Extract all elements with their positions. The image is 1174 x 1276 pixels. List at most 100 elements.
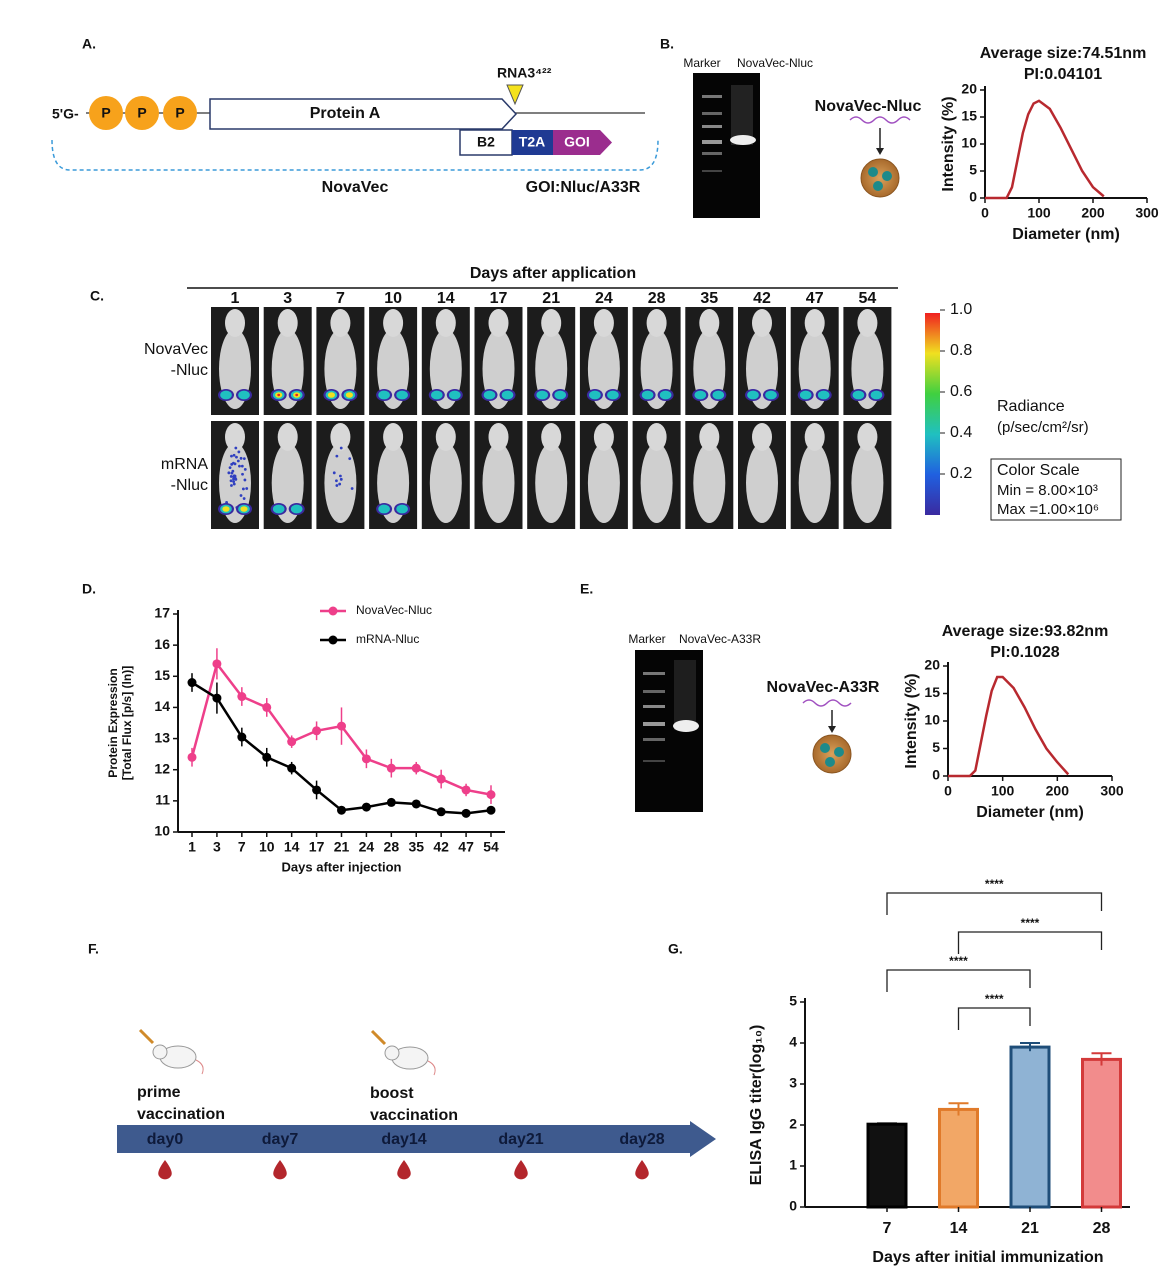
y-axis-label: Protein Expression	[106, 668, 120, 777]
gel-lane-label: Marker	[683, 56, 720, 70]
signal	[239, 494, 243, 497]
signal	[350, 487, 354, 490]
y-tick-label: 0	[969, 189, 977, 205]
row-label: -Nluc	[171, 362, 208, 379]
signal	[277, 393, 281, 397]
mouse-head	[383, 423, 404, 451]
y-tick-label: 0	[789, 1198, 797, 1214]
day-label: 47	[806, 290, 824, 307]
x-tick-label: 100	[991, 783, 1015, 799]
signal	[536, 390, 548, 400]
y-tick-label: 1	[789, 1157, 797, 1173]
mouse-body	[587, 443, 620, 523]
point	[287, 737, 297, 747]
signal	[232, 453, 236, 457]
x-tick-label: 14	[284, 839, 300, 855]
y-tick-label: 5	[969, 162, 977, 178]
signal	[242, 457, 246, 461]
point	[461, 785, 471, 795]
legend-marker	[328, 635, 338, 645]
y-tick-label: 10	[961, 135, 977, 151]
sub-box	[512, 130, 553, 155]
signal	[234, 446, 238, 450]
signal	[694, 390, 707, 400]
day-label: 3	[283, 290, 292, 307]
series-line	[191, 681, 492, 815]
mouse-head	[225, 423, 245, 451]
blood-drop	[397, 1160, 411, 1180]
mouse-body	[851, 443, 884, 523]
x-tick-label: 54	[483, 839, 499, 855]
signal	[231, 469, 235, 473]
signal	[243, 478, 247, 482]
x-tick-label: 28	[384, 839, 400, 855]
day-label: 17	[490, 290, 508, 307]
point	[212, 659, 222, 669]
mouse-head	[277, 423, 298, 451]
y-tick-label: 15	[961, 108, 977, 124]
significance-label: ****	[949, 954, 968, 968]
event-label: boost	[370, 1085, 414, 1102]
y-tick-label: 20	[961, 81, 977, 97]
bar	[1009, 1045, 1051, 1209]
signal	[237, 450, 241, 454]
point	[411, 799, 421, 809]
timeline-day: day0	[147, 1131, 184, 1148]
y-tick-label: 15	[154, 667, 170, 683]
gene-label: Protein A	[310, 105, 381, 122]
legend-marker	[328, 606, 338, 616]
signal	[554, 390, 566, 400]
gel	[693, 73, 760, 218]
signal	[332, 471, 336, 475]
signal	[241, 472, 244, 476]
colorbar-title: Radiance	[997, 398, 1065, 415]
signal	[229, 475, 233, 478]
timeline-day: day28	[619, 1131, 664, 1148]
signal	[272, 504, 285, 514]
y-axis-label: [Total Flux [p/s] (ln)]	[120, 666, 134, 780]
signal	[345, 392, 353, 398]
signal	[335, 479, 338, 483]
mouse-head	[330, 309, 351, 337]
mouse-body	[693, 329, 726, 409]
chart-subtitle: PI:0.04101	[1024, 66, 1102, 83]
y-tick-label: 0	[932, 767, 940, 783]
x-tick-label: 200	[1081, 205, 1105, 221]
x-tick-label: 21	[1021, 1220, 1039, 1237]
legend-label: mRNA-Nluc	[356, 632, 419, 646]
row-label: mRNA	[161, 456, 208, 473]
significance-bracket	[886, 969, 1031, 992]
point	[237, 692, 247, 702]
mouse-head	[857, 309, 878, 337]
bar	[866, 1122, 908, 1209]
bar	[1081, 1057, 1122, 1209]
mouse-head	[435, 309, 456, 337]
signal	[238, 390, 250, 400]
size-curve	[948, 675, 1070, 778]
mouse-head	[435, 423, 456, 451]
x-tick-label: 7	[238, 839, 246, 855]
x-tick-label: 35	[408, 839, 424, 855]
significance-label: ****	[985, 992, 1004, 1006]
y-tick-label: 12	[154, 760, 170, 776]
gene-box	[209, 98, 518, 130]
signal	[338, 482, 342, 486]
point	[411, 763, 421, 773]
colorbar-tick-label: 0.8	[950, 342, 972, 359]
mouse-body	[482, 443, 515, 523]
signal	[233, 462, 237, 466]
chart-subtitle: PI:0.1028	[990, 644, 1059, 661]
x-tick-label: 21	[334, 839, 350, 855]
day-label: 1	[231, 290, 240, 307]
mouse-body	[429, 329, 462, 409]
signal	[232, 480, 236, 483]
signal	[501, 390, 514, 400]
signal	[232, 477, 235, 481]
signal	[227, 471, 231, 475]
signal	[240, 464, 244, 468]
gel-lane-label: NovaVec-Nluc	[737, 56, 813, 70]
x-tick-label: 0	[981, 205, 989, 221]
particle-label: NovaVec-Nluc	[815, 98, 922, 115]
mouse-head	[804, 309, 825, 337]
